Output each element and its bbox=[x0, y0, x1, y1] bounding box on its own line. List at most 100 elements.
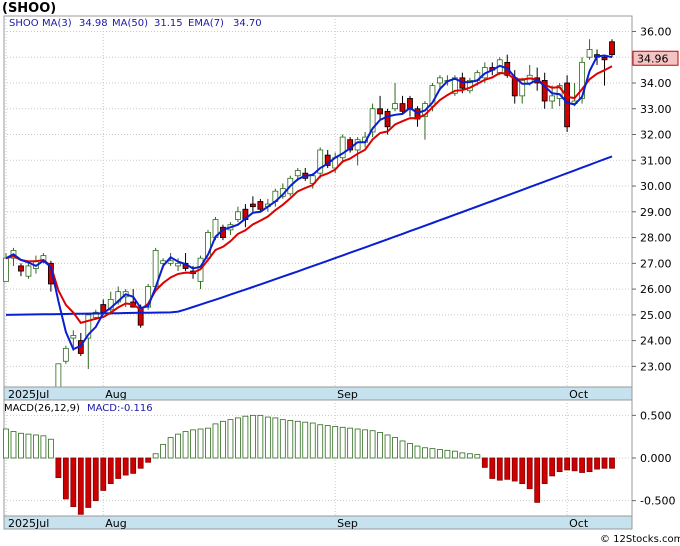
price-x-tick-label: 2025Jul bbox=[8, 388, 49, 401]
price-x-tick-label: Aug bbox=[105, 388, 126, 401]
price-y-tick-label: 31.00 bbox=[640, 154, 672, 167]
price-plot-frame bbox=[3, 15, 633, 388]
candle-body bbox=[384, 110, 391, 128]
macd-x-axis-band bbox=[3, 515, 633, 530]
macd-bar bbox=[100, 457, 107, 491]
candle-body bbox=[70, 335, 77, 339]
macd-bar bbox=[55, 457, 62, 479]
candle-body bbox=[167, 260, 174, 264]
candle bbox=[249, 196, 256, 212]
candle-body bbox=[3, 257, 9, 282]
macd-bar bbox=[377, 432, 383, 459]
macd-bar bbox=[519, 457, 526, 484]
macd-bar bbox=[526, 457, 533, 490]
macd-bar bbox=[70, 457, 77, 508]
last-price-badge: 34.96 bbox=[632, 50, 679, 66]
candle-body bbox=[25, 265, 32, 277]
macd-x-tick-label: Oct bbox=[569, 517, 589, 530]
macd-bar bbox=[220, 420, 226, 459]
macd-bar bbox=[205, 427, 211, 459]
candle bbox=[586, 39, 593, 60]
candle bbox=[466, 77, 473, 94]
candle-body bbox=[85, 314, 92, 339]
price-y-tick-label: 24.00 bbox=[640, 335, 672, 348]
price-y-tick-label: 33.00 bbox=[640, 103, 672, 116]
macd-bar bbox=[534, 457, 541, 503]
macd-bar bbox=[130, 457, 137, 474]
candle bbox=[549, 85, 556, 109]
candle-body bbox=[377, 108, 383, 115]
macd-x-tick-label: Sep bbox=[337, 517, 358, 530]
candle bbox=[399, 95, 406, 114]
price-x-axis-band bbox=[3, 386, 633, 401]
macd-bar bbox=[384, 434, 391, 459]
candle-body bbox=[541, 80, 548, 102]
macd-legend-label: MACD(26,12,9) bbox=[4, 403, 80, 414]
candle-body bbox=[392, 103, 398, 110]
candle-body bbox=[55, 363, 62, 388]
macd-bar bbox=[324, 425, 331, 459]
candle bbox=[62, 345, 69, 364]
candle-body bbox=[601, 56, 608, 61]
legend-ma50-label: MA(50) bbox=[112, 18, 148, 29]
price-y-tick-label: 25.00 bbox=[640, 309, 672, 322]
price-x-tick-label: Oct bbox=[569, 388, 589, 401]
candle-body bbox=[437, 77, 443, 84]
macd-bar bbox=[414, 445, 421, 459]
macd-bar bbox=[429, 448, 436, 459]
macd-bar bbox=[541, 457, 548, 484]
candle bbox=[609, 39, 615, 58]
price-gridlines bbox=[4, 16, 632, 387]
candle bbox=[257, 198, 264, 212]
candle-body bbox=[609, 41, 615, 56]
candle-body bbox=[92, 311, 99, 318]
macd-bar bbox=[92, 457, 99, 502]
candle-body bbox=[564, 82, 571, 128]
macd-bar bbox=[77, 457, 84, 515]
macd-y-tick-label: -0.500 bbox=[640, 495, 675, 508]
macd-bar bbox=[272, 417, 279, 459]
candle bbox=[167, 253, 174, 266]
watermark: © 12Stocks.com bbox=[600, 534, 680, 545]
candle bbox=[317, 147, 324, 179]
candle-body bbox=[586, 49, 593, 58]
candle-body bbox=[249, 203, 256, 208]
candle bbox=[85, 314, 92, 369]
legend-ma3-label: MA(3) bbox=[42, 18, 72, 29]
last-price-label: 34.96 bbox=[637, 52, 669, 65]
macd-bar bbox=[496, 457, 503, 481]
macd-bar bbox=[242, 415, 249, 459]
macd-y-tick-label: 0.500 bbox=[640, 409, 672, 422]
price-y-tick-label: 27.00 bbox=[640, 257, 672, 270]
candle-body bbox=[579, 61, 585, 99]
macd-bar bbox=[18, 432, 24, 459]
macd-bar bbox=[556, 457, 563, 473]
candle-body bbox=[175, 262, 181, 267]
macd-bar bbox=[481, 457, 488, 468]
macd-bar bbox=[62, 457, 69, 500]
macd-bar bbox=[571, 457, 578, 472]
candle-body bbox=[317, 149, 324, 174]
macd-bar bbox=[122, 457, 129, 476]
candle-body bbox=[257, 201, 264, 210]
price-legend: SHOO MA(3) 34.98 MA(50) 31.15 EMA(7) 34.… bbox=[9, 18, 262, 29]
macd-bar bbox=[40, 435, 47, 459]
macd-bar bbox=[564, 457, 571, 471]
macd-y-tick-label: 0.000 bbox=[640, 452, 672, 465]
price-y-tick-label: 30.00 bbox=[640, 180, 672, 193]
candle-body bbox=[399, 103, 406, 112]
candle-body bbox=[549, 95, 556, 102]
macd-bar bbox=[25, 433, 32, 459]
candle bbox=[392, 82, 398, 112]
macd-bar bbox=[399, 440, 406, 459]
ma50-line bbox=[5, 155, 613, 316]
macd-bar bbox=[302, 421, 309, 459]
legend-ma50-value: 31.15 bbox=[154, 18, 183, 29]
macd-bar bbox=[137, 457, 144, 469]
candle-body bbox=[347, 139, 354, 151]
macd-bar bbox=[175, 433, 181, 459]
macd-bar bbox=[279, 419, 286, 459]
candle bbox=[25, 263, 32, 279]
candle-body bbox=[205, 232, 211, 259]
